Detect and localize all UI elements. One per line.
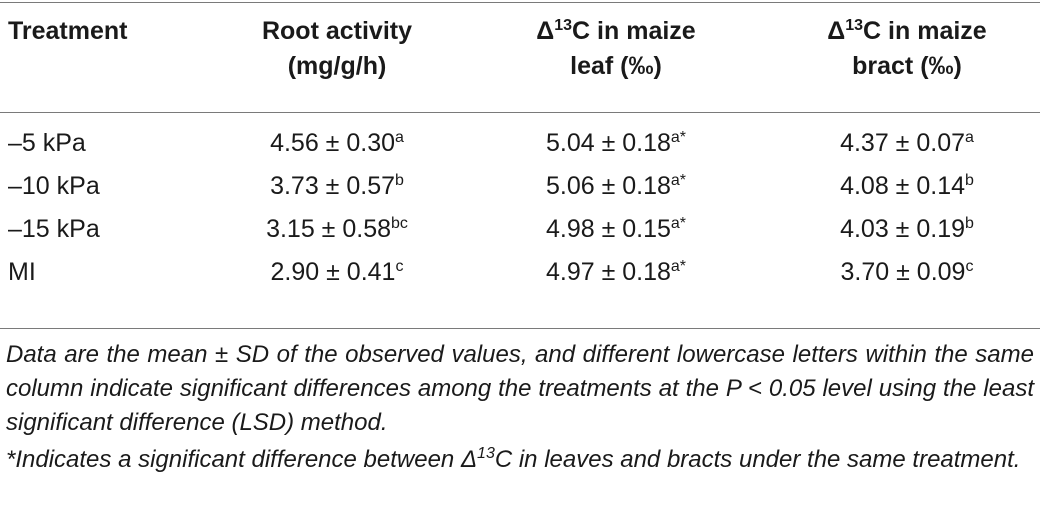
cell-root: 3.15 ± 0.58bc bbox=[208, 208, 466, 251]
cell-leaf-value: 5.04 ± 0.18 bbox=[545, 129, 671, 157]
header-root-line1: Root activity bbox=[261, 17, 413, 45]
cell-root-value: 3.15 ± 0.58 bbox=[266, 215, 392, 243]
cell-leaf-value: 5.06 ± 0.18 bbox=[545, 172, 671, 200]
header-leaf-delta: Δ bbox=[536, 17, 555, 45]
cell-treatment: MI bbox=[8, 258, 36, 286]
header-bract-sup: 13 bbox=[845, 17, 864, 35]
footnote-asterisk-pre: *Indicates a significant difference betw… bbox=[6, 446, 478, 473]
cell-bract-sup: c bbox=[965, 258, 974, 276]
cell-root-value: 4.56 ± 0.30 bbox=[270, 129, 396, 157]
bottom-rule bbox=[0, 328, 1040, 329]
cell-root: 4.56 ± 0.30a bbox=[208, 112, 466, 165]
cell-leaf-sup: a* bbox=[670, 215, 687, 233]
cell-bract-value: 3.70 ± 0.09 bbox=[840, 258, 966, 286]
header-leaf-line1: C in maize bbox=[572, 17, 696, 45]
cell-treatment: –15 kPa bbox=[8, 215, 100, 243]
cell-bract: 4.08 ± 0.14b bbox=[766, 165, 1040, 208]
footnote-asterisk-post: C in leaves and bracts under the same tr… bbox=[494, 446, 1021, 473]
cell-bract: 4.37 ± 0.07a bbox=[766, 112, 1040, 165]
header-treatment: Treatment bbox=[0, 14, 208, 112]
cell-leaf-value: 4.97 ± 0.18 bbox=[545, 258, 671, 286]
footnote-significance: Data are the mean ± SD of the observed v… bbox=[6, 341, 1034, 436]
cell-bract-sup: b bbox=[965, 172, 974, 190]
header-bract-line2: bract (‰) bbox=[852, 52, 962, 80]
header-root-activity: Root activity (mg/g/h) bbox=[208, 14, 466, 112]
header-row: Treatment Root activity (mg/g/h) Δ13C in… bbox=[0, 14, 1040, 112]
cell-bract-value: 4.03 ± 0.19 bbox=[840, 215, 966, 243]
data-table: Treatment Root activity (mg/g/h) Δ13C in… bbox=[0, 14, 1040, 294]
header-leaf-line2: leaf (‰) bbox=[570, 52, 662, 80]
table-row: –5 kPa 4.56 ± 0.30a 5.04 ± 0.18a* 4.37 ±… bbox=[0, 112, 1040, 165]
cell-treatment: –5 kPa bbox=[8, 129, 86, 157]
header-bract-line1: C in maize bbox=[863, 17, 987, 45]
cell-bract-value: 4.37 ± 0.07 bbox=[840, 129, 966, 157]
header-leaf: Δ13C in maize leaf (‰) bbox=[466, 14, 766, 112]
cell-leaf-sup: a* bbox=[670, 258, 687, 276]
cell-root-sup: a bbox=[395, 129, 404, 147]
cell-leaf-sup: a* bbox=[670, 129, 687, 147]
cell-bract: 3.70 ± 0.09c bbox=[766, 251, 1040, 294]
cell-treatment: –10 kPa bbox=[8, 172, 100, 200]
cell-leaf: 4.97 ± 0.18a* bbox=[466, 251, 766, 294]
header-bract-delta: Δ bbox=[827, 17, 846, 45]
table-row: –10 kPa 3.73 ± 0.57b 5.06 ± 0.18a* 4.08 … bbox=[0, 165, 1040, 208]
cell-leaf-sup: a* bbox=[670, 172, 687, 190]
cell-leaf: 5.06 ± 0.18a* bbox=[466, 165, 766, 208]
table-row: MI 2.90 ± 0.41c 4.97 ± 0.18a* 3.70 ± 0.0… bbox=[0, 251, 1040, 294]
header-rule bbox=[0, 112, 1040, 113]
cell-leaf: 5.04 ± 0.18a* bbox=[466, 112, 766, 165]
cell-bract-sup: b bbox=[965, 215, 974, 233]
cell-root: 3.73 ± 0.57b bbox=[208, 165, 466, 208]
cell-root-value: 2.90 ± 0.41 bbox=[270, 258, 396, 286]
footnote-asterisk: *Indicates a significant difference betw… bbox=[6, 443, 1034, 477]
cell-leaf-value: 4.98 ± 0.15 bbox=[545, 215, 671, 243]
header-bract: Δ13C in maize bract (‰) bbox=[766, 14, 1040, 112]
cell-root: 2.90 ± 0.41c bbox=[208, 251, 466, 294]
header-treatment-label: Treatment bbox=[8, 17, 128, 45]
table-row: –15 kPa 3.15 ± 0.58bc 4.98 ± 0.15a* 4.03… bbox=[0, 208, 1040, 251]
top-rule bbox=[0, 2, 1040, 3]
cell-bract-sup: a bbox=[965, 129, 974, 147]
cell-leaf: 4.98 ± 0.15a* bbox=[466, 208, 766, 251]
cell-root-sup: b bbox=[395, 172, 404, 190]
cell-bract: 4.03 ± 0.19b bbox=[766, 208, 1040, 251]
cell-root-sup: bc bbox=[391, 215, 408, 233]
header-leaf-sup: 13 bbox=[554, 17, 573, 35]
footnote-asterisk-sup: 13 bbox=[477, 445, 495, 463]
cell-root-value: 3.73 ± 0.57 bbox=[270, 172, 396, 200]
cell-bract-value: 4.08 ± 0.14 bbox=[840, 172, 966, 200]
header-root-line2: (mg/g/h) bbox=[287, 52, 387, 80]
cell-root-sup: c bbox=[395, 258, 404, 276]
